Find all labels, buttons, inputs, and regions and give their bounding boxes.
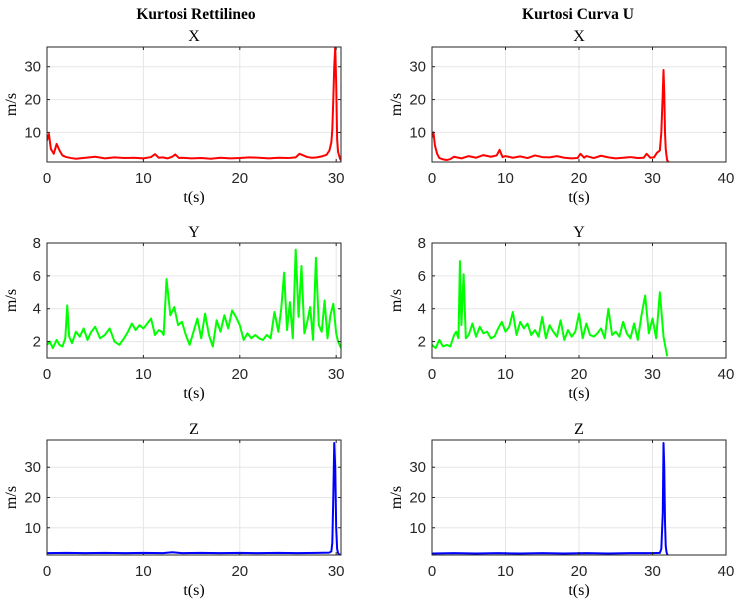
y-tick-label: 10 (24, 124, 41, 141)
x-tick-label: 10 (135, 366, 152, 383)
x-axis-label: t(s) (183, 582, 204, 599)
y-tick-label: 30 (24, 459, 41, 476)
x-tick-label: 30 (644, 563, 661, 580)
x-tick-label: 0 (43, 170, 51, 187)
y-tick-label: 6 (33, 268, 41, 285)
y-axis-label: m/s (388, 289, 405, 312)
subplot-2: 0 10 20 30 40 10 20 30 Xt(s) m/s (388, 28, 734, 206)
y-tick-label: 30 (24, 59, 41, 76)
x-tick-label: 30 (328, 170, 345, 187)
y-tick-label: 2 (418, 334, 426, 351)
data-series-line (432, 69, 670, 162)
y-axis-label: m/s (3, 93, 20, 116)
y-tick-label: 20 (409, 92, 426, 109)
plot-frame (46, 46, 342, 163)
subplot-title: Z (574, 421, 584, 438)
column-title-left: Kurtosi Rettilineo (136, 6, 255, 23)
subplot-6: 0 10 20 30 40 10 20 30 Zt(s) m/s (388, 421, 734, 599)
y-tick-label: 4 (418, 301, 426, 318)
y-tick-label: 10 (24, 520, 41, 537)
data-series-line (47, 47, 341, 161)
plot-background (47, 47, 341, 162)
subplot-title: X (573, 28, 585, 45)
x-tick-label: 30 (328, 366, 345, 383)
y-axis-label: m/s (3, 289, 20, 312)
data-series-line (47, 442, 341, 555)
x-tick-label: 0 (428, 563, 436, 580)
y-tick-label: 30 (409, 459, 426, 476)
y-tick-label: 4 (33, 301, 41, 318)
y-tick-label: 6 (418, 268, 426, 285)
x-tick-label: 20 (571, 170, 588, 187)
x-tick-label: 20 (231, 563, 248, 580)
column-title-right: Kurtosi Curva U (522, 6, 634, 23)
x-tick-label: 20 (571, 563, 588, 580)
subplot-4: 0 10 20 30 40 2 4 6 8 Yt(s) m/s (388, 224, 734, 402)
x-tick-label: 30 (644, 366, 661, 383)
x-tick-label: 0 (43, 366, 51, 383)
x-tick-label: 0 (428, 366, 436, 383)
subplot-title: Z (189, 421, 199, 438)
x-axis-label: t(s) (568, 189, 589, 206)
y-tick-label: 20 (409, 490, 426, 507)
x-tick-label: 40 (718, 366, 735, 383)
x-tick-label: 40 (718, 170, 735, 187)
y-tick-label: 10 (409, 124, 426, 141)
y-tick-label: 10 (409, 520, 426, 537)
x-tick-label: 10 (135, 170, 152, 187)
x-tick-label: 20 (571, 366, 588, 383)
subplot-1: 0 10 20 30 10 20 30 Xt(s) m/s (3, 28, 345, 206)
subplot-5: 0 10 20 30 10 20 30 Zt(s) m/s (3, 421, 345, 599)
plot-frame (46, 242, 342, 359)
x-tick-label: 40 (718, 563, 735, 580)
x-axis-label: t(s) (568, 582, 589, 599)
x-tick-label: 10 (497, 170, 514, 187)
y-axis-label: m/s (388, 93, 405, 116)
subplot-title: Y (188, 224, 200, 241)
y-axis-label: m/s (3, 486, 20, 509)
x-tick-label: 20 (231, 170, 248, 187)
x-tick-label: 10 (497, 366, 514, 383)
x-tick-label: 10 (497, 563, 514, 580)
x-tick-label: 10 (135, 563, 152, 580)
subplot-3: 0 10 20 30 2 4 6 8 Yt(s) m/s (3, 224, 345, 402)
subplot-title: X (188, 28, 200, 45)
subplot-title: Y (573, 224, 585, 241)
x-tick-label: 30 (328, 563, 345, 580)
x-tick-label: 0 (428, 170, 436, 187)
y-tick-label: 8 (418, 235, 426, 252)
y-tick-label: 20 (24, 490, 41, 507)
y-axis-label: m/s (388, 486, 405, 509)
x-axis-label: t(s) (183, 189, 204, 206)
y-tick-label: 30 (409, 59, 426, 76)
x-axis-label: t(s) (568, 385, 589, 402)
x-tick-label: 20 (231, 366, 248, 383)
y-tick-label: 8 (33, 235, 41, 252)
y-tick-label: 20 (24, 92, 41, 109)
data-series-line (47, 248, 341, 350)
y-tick-label: 2 (33, 334, 41, 351)
data-series-line (432, 260, 669, 357)
x-axis-label: t(s) (183, 385, 204, 402)
x-tick-label: 30 (644, 170, 661, 187)
x-tick-label: 0 (43, 563, 51, 580)
